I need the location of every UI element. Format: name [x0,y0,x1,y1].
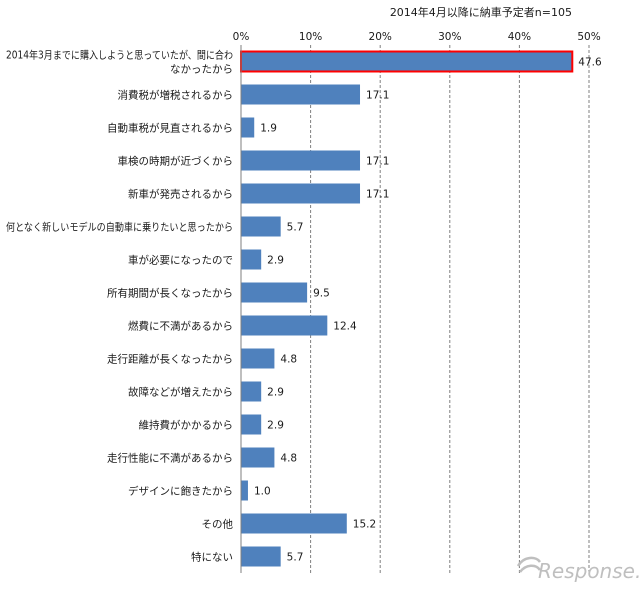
bar-6 [241,249,262,270]
x-tick-label: 50% [577,31,600,43]
x-tick-label: 30% [438,31,461,43]
x-tick-label: 40% [508,31,531,43]
category-label-10: 故障などが増えたから [128,386,233,399]
category-label-15: 特にない [191,552,233,564]
category-label-0: 2014年3月までに購入しようと思っていたが、間に合わなかったから [6,49,233,76]
category-label-14: その他 [202,518,234,531]
bar-14 [241,513,347,534]
bar-13 [241,480,248,501]
data-label-2: 1.9 [260,123,277,135]
category-label-line: 自動車税が見直されるから [107,122,233,135]
bar-3 [241,150,361,171]
x-tick-label: 20% [369,31,392,43]
data-label-0: 47.6 [578,57,602,69]
category-label-9: 走行距離が長くなったから [107,353,233,366]
data-label-13: 1.0 [254,486,271,498]
category-label-line: 2014年3月までに購入しようと思っていたが、間に合わ [6,49,233,62]
x-tick-label: 10% [299,31,322,43]
category-label-line: 走行距離が長くなったから [107,353,233,366]
bar-5 [241,216,281,237]
chart-title: 2014年4月以降に納車予定者n=105 [390,5,572,19]
category-label-line: 維持費がかかるから [139,419,234,432]
category-label-line: その他 [202,518,234,531]
data-label-11: 2.9 [267,420,284,432]
category-label-4: 新車が発売されるから [128,188,233,201]
x-axis-ticks: 0% 10% 20% 30% 40% 50% [233,31,601,43]
category-label-line: 特にない [191,552,233,564]
response-watermark-logo: Response. [516,556,640,583]
data-label-1: 17.1 [366,90,389,102]
data-label-9: 4.8 [280,354,297,366]
category-label-line: 車が必要になったので [128,254,233,267]
category-label-1: 消費税が増税されるから [118,89,234,102]
category-label-line: 車検の時期が近づくから [118,155,234,168]
category-label-line: 燃費に不満があるから [128,320,233,333]
bar-15 [241,546,281,567]
x-tick-label: 0% [233,31,250,43]
bar-0 [240,50,574,73]
data-label-4: 17.1 [366,189,389,201]
watermark-swoosh-icon [516,556,542,573]
category-label-7: 所有期間が長くなったから [107,287,233,300]
category-label-13: デザインに飽きたから [128,485,233,498]
category-labels: 2014年3月までに購入しようと思っていたが、間に合わなかったから消費税が増税さ… [6,49,233,564]
category-label-3: 車検の時期が近づくから [118,155,234,168]
data-labels: 47.6 17.1 1.9 17.1 17.1 5.7 2.9 9.5 12.4 4.8 2.9 2.… [254,57,602,564]
data-label-14: 15.2 [353,519,376,531]
data-label-6: 2.9 [267,255,284,267]
category-label-line: 走行性能に不満があるから [107,452,233,465]
category-label-5: 何となく新しいモデルの自動車に乗りたいと思ったから [6,221,233,234]
category-label-line: なかったから [170,64,233,76]
category-label-6: 車が必要になったので [128,254,233,267]
watermark-text: Response. [538,559,640,583]
bar-1 [241,84,361,105]
gridlines [310,45,590,573]
category-label-line: 消費税が増税されるから [118,89,234,102]
bar-12 [241,447,275,468]
category-label-11: 維持費がかかるから [139,419,234,432]
bar-2 [241,117,255,138]
data-label-12: 4.8 [280,453,297,465]
data-label-3: 17.1 [366,156,389,168]
data-label-5: 5.7 [287,222,304,234]
bar-4 [241,183,361,204]
category-label-line: 故障などが増えたから [128,386,233,399]
category-label-2: 自動車税が見直されるから [107,122,233,135]
data-label-10: 2.9 [267,387,284,399]
category-label-line: デザインに飽きたから [128,485,233,498]
category-label-line: 所有期間が長くなったから [107,287,233,300]
category-label-line: 何となく新しいモデルの自動車に乗りたいと思ったから [6,221,233,234]
bar-7 [241,282,308,303]
bar-8 [241,315,328,336]
bar-11 [241,414,262,435]
data-label-8: 12.4 [333,321,357,333]
bar-9 [241,348,275,369]
data-label-15: 5.7 [287,552,304,564]
category-label-12: 走行性能に不満があるから [107,452,233,465]
bars [240,50,574,567]
data-label-7: 9.5 [313,288,330,300]
bar-10 [241,381,262,402]
category-label-line: 新車が発売されるから [128,188,233,201]
category-label-8: 燃費に不満があるから [128,320,233,333]
